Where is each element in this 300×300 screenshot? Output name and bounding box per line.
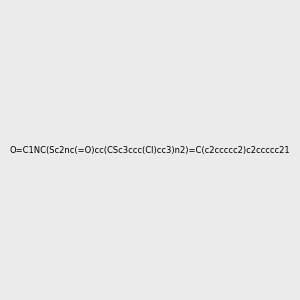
- Text: O=C1NC(Sc2nc(=O)cc(CSc3ccc(Cl)cc3)n2)=C(c2ccccc2)c2ccccc21: O=C1NC(Sc2nc(=O)cc(CSc3ccc(Cl)cc3)n2)=C(…: [10, 146, 290, 154]
